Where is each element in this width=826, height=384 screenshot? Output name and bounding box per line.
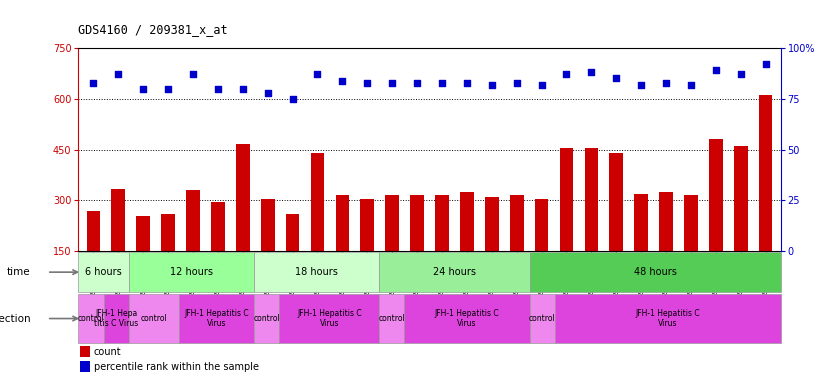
Bar (261, 199, 274, 302)
Bar (254, 294, 279, 343)
Bar (78, 294, 103, 343)
Bar (379, 294, 405, 343)
Text: GDS4160 / 209381_x_at: GDS4160 / 209381_x_at (78, 23, 228, 36)
Text: 24 hours: 24 hours (433, 267, 476, 277)
Point (386, 79, 399, 86)
Text: 48 hours: 48 hours (634, 267, 676, 277)
Text: control: control (78, 314, 104, 323)
Bar (129, 294, 178, 343)
Text: percentile rank within the sample: percentile rank within the sample (94, 362, 259, 372)
Text: infection: infection (0, 313, 31, 324)
Text: control: control (529, 314, 556, 323)
Bar (529, 294, 555, 343)
Bar (286, 214, 300, 302)
Point (560, 71, 573, 78)
Bar (585, 148, 598, 302)
Point (211, 86, 225, 92)
Point (535, 81, 548, 88)
Text: control: control (140, 314, 167, 323)
Bar (161, 214, 175, 302)
Bar (534, 199, 548, 302)
Text: JFH-1 Hepatitis C
Virus: JFH-1 Hepatitis C Virus (434, 309, 500, 328)
Bar (460, 192, 474, 302)
Point (659, 79, 672, 86)
Point (684, 81, 697, 88)
Bar (759, 95, 772, 302)
Bar (510, 195, 524, 302)
Text: 6 hours: 6 hours (85, 267, 122, 277)
Bar (129, 252, 254, 292)
Point (460, 79, 473, 86)
Bar (709, 139, 723, 302)
Bar (485, 197, 499, 302)
Bar (659, 192, 673, 302)
Bar (211, 202, 225, 302)
Bar (103, 294, 129, 343)
Bar (78, 252, 129, 292)
Point (261, 89, 274, 96)
Text: count: count (94, 346, 121, 357)
Bar (435, 195, 449, 302)
Point (510, 79, 523, 86)
Bar (279, 294, 379, 343)
Point (734, 71, 748, 78)
Bar (112, 189, 126, 302)
Point (112, 71, 125, 78)
Point (336, 78, 349, 84)
Text: JFH-1 Hepatitis C
Virus: JFH-1 Hepatitis C Virus (297, 309, 362, 328)
Bar (80, 361, 90, 372)
Text: JFH-1 Hepatitis C
Virus: JFH-1 Hepatitis C Virus (184, 309, 249, 328)
Bar (87, 210, 100, 302)
Bar (311, 153, 325, 302)
Point (435, 79, 449, 86)
Point (286, 96, 299, 102)
Text: JFH-1 Hepatitis C
Virus: JFH-1 Hepatitis C Virus (635, 309, 700, 328)
Bar (80, 346, 90, 357)
Bar (684, 195, 698, 302)
Point (87, 79, 100, 86)
Point (585, 69, 598, 75)
Bar (529, 252, 781, 292)
Point (187, 71, 200, 78)
Point (759, 61, 772, 67)
Bar (385, 195, 399, 302)
Bar (335, 195, 349, 302)
Bar (559, 148, 573, 302)
Bar (254, 252, 379, 292)
Point (610, 75, 623, 81)
Point (485, 81, 498, 88)
Bar (379, 252, 529, 292)
Point (411, 79, 424, 86)
Bar (186, 190, 200, 302)
Bar (360, 199, 374, 302)
Bar (236, 144, 249, 302)
Bar (733, 146, 748, 302)
Bar (405, 294, 529, 343)
Text: time: time (7, 267, 31, 277)
Bar (634, 194, 648, 302)
Text: JFH-1 Hepa
titis C Virus: JFH-1 Hepa titis C Virus (94, 309, 138, 328)
Point (634, 81, 648, 88)
Point (162, 86, 175, 92)
Text: 18 hours: 18 hours (295, 267, 338, 277)
Point (361, 79, 374, 86)
Text: 12 hours: 12 hours (170, 267, 213, 277)
Text: control: control (378, 314, 406, 323)
Bar (555, 294, 781, 343)
Bar (136, 215, 150, 302)
Bar (610, 153, 623, 302)
Point (311, 71, 324, 78)
Point (710, 67, 723, 73)
Point (236, 86, 249, 92)
Bar (411, 195, 424, 302)
Text: control: control (253, 314, 280, 323)
Point (136, 86, 150, 92)
Bar (178, 294, 254, 343)
